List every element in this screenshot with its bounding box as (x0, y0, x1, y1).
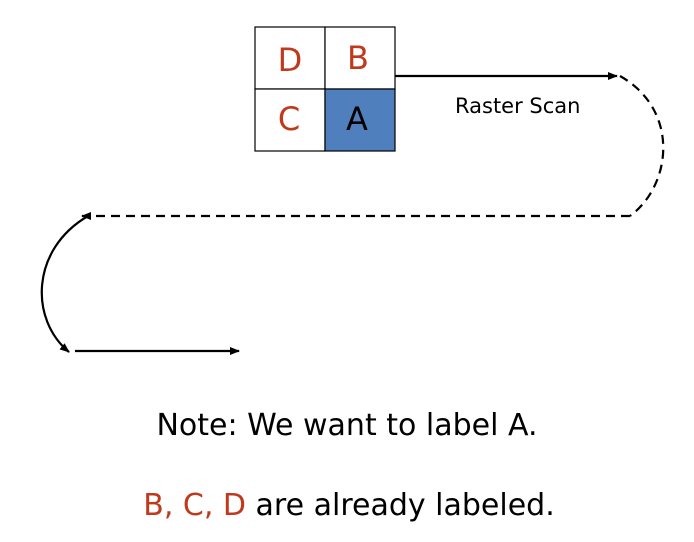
cell-label-b: B (347, 39, 369, 77)
cell-top-left (254, 26, 326, 90)
note-line-1: Note: We want to label A. (0, 408, 694, 443)
note-line-2: B, C, D are already labeled. (2, 488, 694, 523)
scan-path (40, 72, 665, 355)
note-text: Note: We want to label A. (156, 408, 538, 443)
cell-label-c: C (278, 100, 300, 138)
scan-curve-left (40, 215, 89, 353)
cell-bottom-right (324, 88, 396, 152)
scan-curve-right (619, 75, 665, 217)
cell-bottom-left (254, 88, 326, 152)
raster-scan-label: Raster Scan (455, 94, 580, 118)
already-labeled-text: are already labeled. (246, 488, 555, 523)
cell-top-right (324, 26, 396, 90)
cell-label-a: A (346, 100, 368, 138)
cell-label-d: D (278, 41, 303, 79)
pixel-grid: D B C A (254, 26, 396, 152)
labeled-pixels-text: B, C, D (143, 488, 247, 523)
